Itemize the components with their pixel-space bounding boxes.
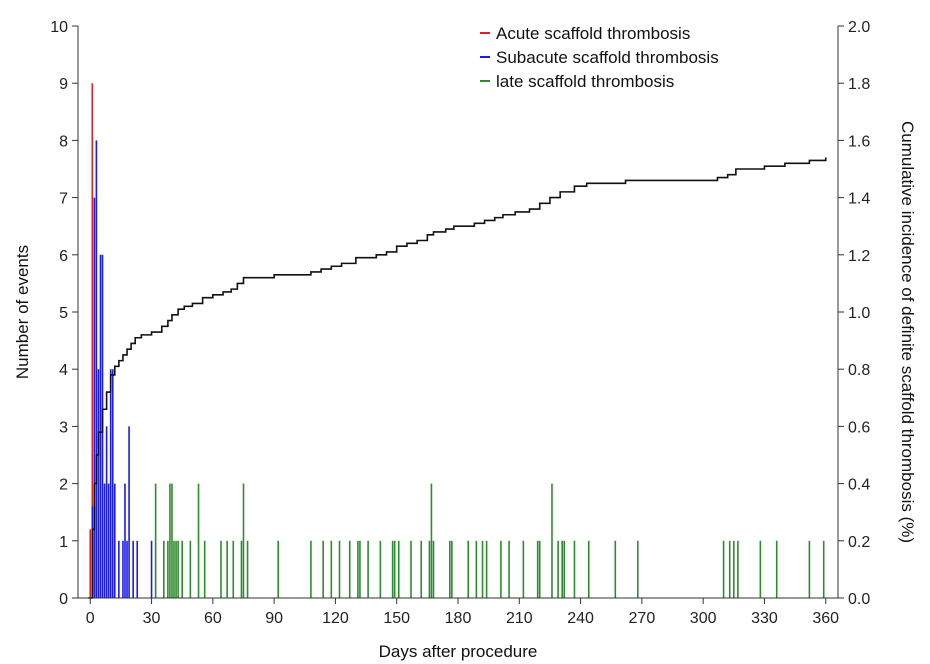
legend: Acute scaffold thrombosis Subacute scaffo… — [480, 24, 719, 91]
x-tick-label-4: 120 — [322, 610, 349, 627]
y-left-tick-label-3: 3 — [59, 419, 68, 436]
y-right-tick-label-7: 1.4 — [848, 191, 870, 208]
x-tick-label-9: 270 — [629, 610, 656, 627]
bars-layer — [89, 83, 825, 598]
y-left-tick-label-4: 4 — [59, 362, 68, 379]
y-right-tick-label-4: 0.8 — [848, 362, 870, 379]
legend-label-1: Subacute scaffold thrombosis — [496, 48, 719, 67]
x-tick-label-10: 300 — [690, 610, 717, 627]
y-left-tick-label-6: 6 — [59, 248, 68, 265]
x-tick-label-3: 90 — [265, 610, 283, 627]
x-tick-label-12: 360 — [812, 610, 839, 627]
y-right-tick-label-3: 0.6 — [848, 419, 870, 436]
axes-layer: 0 30 60 90 120 150 180 210 240 270 300 330 360 0 1 2 3 4 5… — [50, 19, 870, 627]
legend-label-0: Acute scaffold thrombosis — [496, 24, 690, 43]
y-right-tick-label-0: 0.0 — [848, 591, 870, 608]
y-right-tick-label-5: 1.0 — [848, 305, 870, 322]
y-left-tick-label-1: 1 — [59, 534, 68, 551]
x-tick-label-6: 180 — [445, 610, 472, 627]
cumulative-incidence-line — [88, 157, 827, 599]
y-left-tick-label-9: 9 — [59, 76, 68, 93]
y-axis-title-left: Number of events — [13, 245, 32, 379]
y-right-tick-label-9: 1.8 — [848, 76, 870, 93]
y-left-tick-label-0: 0 — [59, 591, 68, 608]
y-right-tick-label-10: 2.0 — [848, 19, 870, 36]
y-right-tick-label-2: 0.4 — [848, 477, 870, 494]
x-tick-label-5: 150 — [383, 610, 410, 627]
y-left-tick-label-10: 10 — [50, 19, 68, 36]
x-tick-label-1: 30 — [143, 610, 161, 627]
cumulative-layer — [88, 157, 827, 599]
y-axis-title-right: Cumulative incidence of definite scaffol… — [898, 121, 917, 543]
legend-label-2: late scaffold thrombosis — [496, 72, 674, 91]
x-axis-title: Days after procedure — [379, 642, 538, 661]
y-right-tick-label-8: 1.6 — [848, 133, 870, 150]
y-left-tick-label-5: 5 — [59, 305, 68, 322]
y-left-tick-label-8: 8 — [59, 133, 68, 150]
y-left-tick-label-2: 2 — [59, 477, 68, 494]
x-tick-label-2: 60 — [204, 610, 222, 627]
y-right-tick-label-6: 1.2 — [848, 248, 870, 265]
x-tick-label-7: 210 — [506, 610, 533, 627]
y-left-tick-label-7: 7 — [59, 191, 68, 208]
x-tick-label-8: 240 — [567, 610, 594, 627]
x-tick-label-0: 0 — [86, 610, 95, 627]
y-right-tick-label-1: 0.2 — [848, 534, 870, 551]
x-tick-label-11: 330 — [751, 610, 778, 627]
